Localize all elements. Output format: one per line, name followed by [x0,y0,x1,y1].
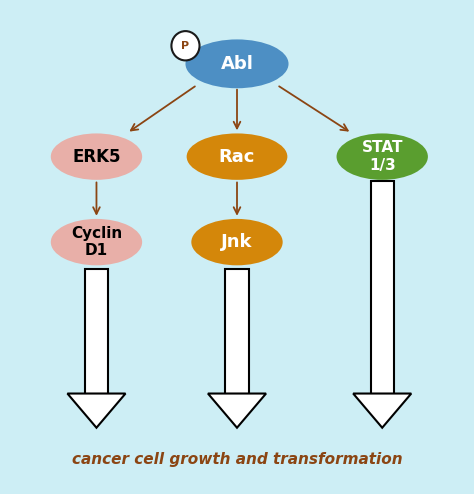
Text: Rac: Rac [219,148,255,165]
Text: STAT
1/3: STAT 1/3 [362,140,403,173]
Ellipse shape [51,219,142,265]
Ellipse shape [191,219,283,265]
Circle shape [172,31,200,60]
Ellipse shape [187,133,287,180]
Polygon shape [353,394,411,428]
Text: cancer cell growth and transformation: cancer cell growth and transformation [72,452,402,467]
Text: Cyclin
D1: Cyclin D1 [71,226,122,258]
Polygon shape [225,269,249,394]
Polygon shape [208,394,266,428]
Ellipse shape [337,133,428,180]
Polygon shape [85,269,108,394]
Polygon shape [67,394,126,428]
Ellipse shape [185,40,289,88]
Text: ERK5: ERK5 [72,148,121,165]
Text: Abl: Abl [220,55,254,73]
Text: P: P [182,41,190,51]
Ellipse shape [51,133,142,180]
Text: Jnk: Jnk [221,233,253,251]
Polygon shape [371,181,394,394]
